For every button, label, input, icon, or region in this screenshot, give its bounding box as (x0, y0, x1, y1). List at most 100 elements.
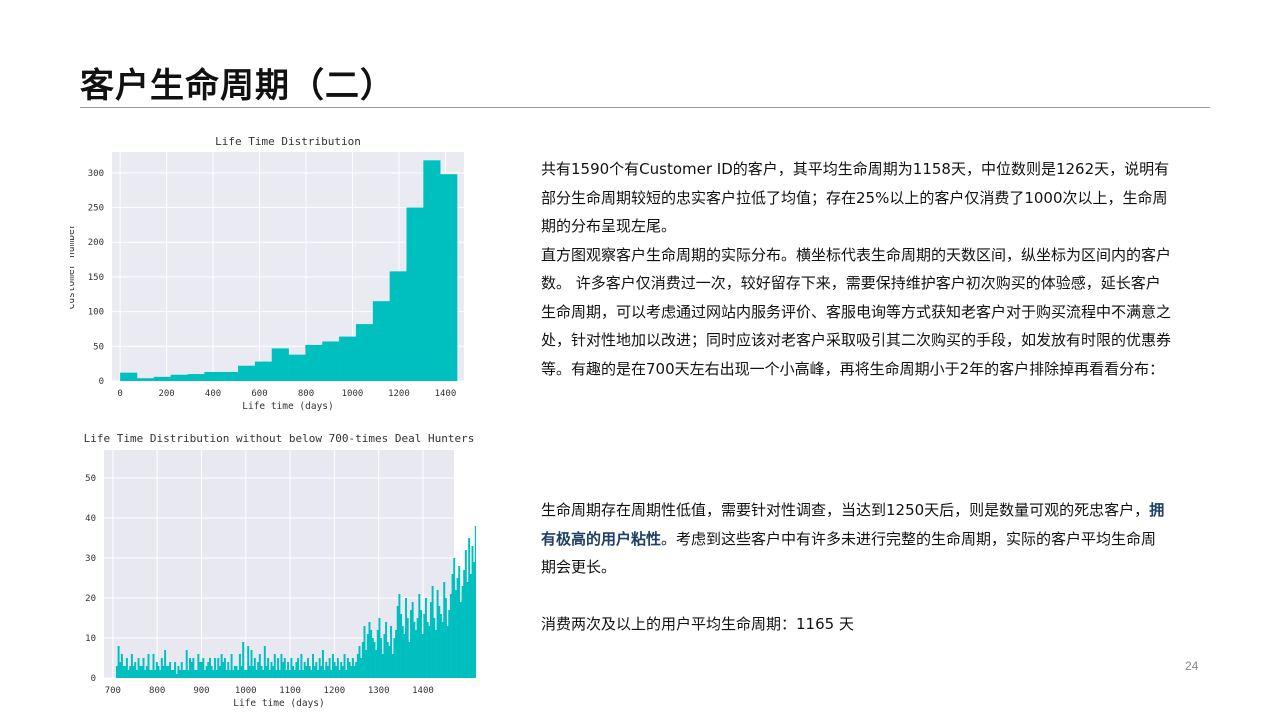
x-tick-label: 1400 (435, 389, 457, 399)
x-tick-label: 800 (298, 389, 314, 399)
histogram-bar (184, 670, 187, 678)
histogram-bar (227, 662, 230, 678)
x-tick-label: 400 (205, 389, 221, 399)
histogram-bar (257, 662, 260, 678)
histogram-bar (167, 666, 170, 678)
histogram-bar (120, 372, 138, 381)
histogram-bar (441, 622, 444, 678)
x-tick-label: 200 (158, 389, 174, 399)
x-tick-label: 1400 (412, 686, 434, 696)
histogram-bar (243, 670, 246, 678)
histogram-bar (271, 348, 289, 381)
histogram-bar (140, 666, 143, 678)
x-tick-label: 1200 (324, 686, 346, 696)
histogram-bar (162, 666, 165, 678)
histogram-bar (346, 658, 349, 678)
histogram-bar (282, 662, 285, 678)
histogram-bar (134, 662, 137, 678)
histogram-bar (331, 654, 334, 678)
x-tick-label: 1200 (388, 389, 410, 399)
histogram-bar (473, 562, 476, 678)
histogram-bar (440, 174, 458, 381)
chart-title: Life Time Distribution (215, 135, 361, 148)
histogram-bar (220, 654, 223, 678)
x-tick-label: 0 (117, 389, 122, 399)
histogram-bar (358, 646, 361, 678)
histogram-bar (400, 614, 403, 678)
histogram-bar (391, 654, 394, 678)
y-tick-label: 50 (85, 474, 96, 484)
histogram-bar (265, 666, 268, 678)
histogram-bar (136, 378, 155, 381)
histogram-bar (288, 354, 306, 381)
histogram-bar (405, 598, 408, 678)
histogram-bar (453, 558, 456, 678)
histogram-bar (159, 670, 162, 678)
histogram-bar (217, 658, 220, 678)
histogram-bar (466, 582, 469, 678)
histogram-bar (218, 666, 221, 678)
histogram-bar (403, 634, 406, 678)
histogram-bar (222, 662, 225, 678)
histogram-bar (202, 658, 205, 678)
histogram-bar (119, 662, 122, 678)
histogram-bar (396, 606, 399, 678)
observation-highlight: 拥有极高的用户粘性 (541, 501, 1165, 548)
y-axis-label: Customer number (66, 521, 69, 607)
histogram-bar (204, 371, 222, 381)
histogram-bar (117, 646, 120, 678)
histogram-bar (153, 376, 171, 381)
histogram-bar (406, 618, 409, 678)
histogram-bar (192, 658, 195, 678)
histogram-bar (273, 654, 276, 678)
histogram-bar (423, 160, 441, 381)
histogram-bar (444, 598, 447, 678)
histogram-bar (305, 344, 323, 381)
histogram-bar (378, 618, 381, 678)
histogram-bar (189, 658, 192, 678)
observation-part-a: 生命周期存在周期性低值，需要针对性调查，当达到1250天后，则是数量可观的死忠客… (541, 501, 1150, 519)
histogram-bar (454, 590, 457, 678)
histogram-bar (312, 654, 314, 678)
histogram-bar (373, 642, 376, 678)
histogram-bar (316, 670, 319, 678)
histogram-bar (248, 666, 251, 678)
lifetime-distribution-chart: 0 200 400 600 800 1000 1200 1400 0 50 100 150 200 250… (70, 135, 464, 412)
summary-paragraph-1: 共有1590个有Customer ID的客户，其平均生命周期为1158天，中位数… (541, 160, 1170, 235)
histogram-bar (456, 578, 459, 678)
histogram-bar (170, 374, 188, 381)
histogram-bar (338, 670, 341, 678)
histogram-bar (129, 666, 132, 678)
histogram-bar (326, 666, 329, 678)
histogram-bar (298, 670, 301, 678)
x-tick-label: 1000 (235, 686, 257, 696)
histogram-bar (366, 634, 369, 678)
histogram-bar (285, 670, 288, 678)
histogram-bar (125, 658, 128, 678)
histogram-bar (172, 670, 175, 678)
histogram-bar (353, 666, 356, 678)
histogram-bar (360, 658, 363, 678)
histogram-bar (185, 650, 188, 678)
histogram-bar (228, 670, 231, 678)
histogram-bar (303, 662, 306, 678)
histogram-bar (238, 365, 256, 381)
y-tick-label: 50 (93, 342, 104, 352)
histogram-bar (321, 650, 324, 678)
histogram-bar (439, 614, 442, 678)
histogram-bar (361, 642, 364, 678)
y-tick-label: 300 (88, 169, 104, 179)
histogram-bar (333, 662, 336, 678)
histogram-bar (240, 666, 243, 678)
histogram-bar (200, 662, 203, 678)
histogram-bar (469, 574, 472, 678)
observation-paragraph: 生命周期存在周期性低值，需要针对性调查，当达到1250天后，则是数量可观的死忠客… (541, 496, 1171, 582)
histogram-bar (415, 630, 417, 678)
histogram-bar (325, 662, 328, 678)
histogram-bar (175, 674, 178, 678)
x-tick-label: 700 (105, 686, 121, 696)
page-title: 客户生命周期（二） (80, 66, 395, 106)
histogram-bar (253, 658, 256, 678)
histogram-bar (370, 630, 373, 678)
histogram-bar (157, 666, 160, 678)
